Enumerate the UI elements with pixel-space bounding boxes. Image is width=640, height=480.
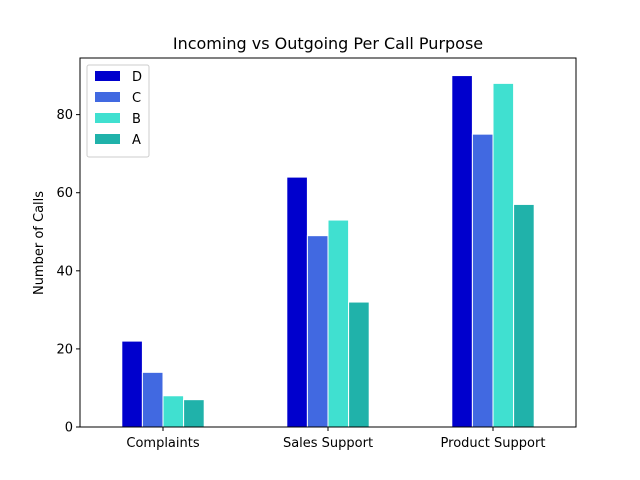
chart-title: Incoming vs Outgoing Per Call Purpose [173,34,483,53]
bar-A-1 [348,301,370,428]
y-tick-label: 40 [56,264,73,279]
y-tick-label: 20 [56,342,73,357]
bar-D-1 [286,176,308,428]
legend-swatch-C [95,92,120,102]
bar-B-2 [492,82,515,428]
bar-B-1 [327,219,350,428]
y-tick-label: 60 [56,186,73,201]
legend-label-D: D [132,70,142,85]
bar-A-0 [183,399,205,428]
bar-C-1 [306,235,329,428]
x-tick-label: Product Support [441,436,546,451]
legend-label-C: C [132,91,141,106]
x-tick-label: Complaints [126,436,199,451]
bar-C-2 [471,133,494,428]
bar-A-2 [513,203,535,428]
legend-swatch-B [95,113,120,123]
bar-D-2 [451,75,473,428]
x-tick-label: Sales Support [283,436,373,451]
y-tick-label: 0 [65,421,73,436]
plot-frame [79,57,577,428]
x-axis-ticks: Complaints Sales Support Product Support [126,427,545,451]
bar-C-0 [141,371,164,428]
legend-swatch-D [95,71,120,81]
legend-label-A: A [132,133,141,148]
bar-D-0 [121,340,143,428]
y-tick-label: 80 [56,108,73,123]
y-axis-label: Number of Calls [32,191,47,295]
y-axis-ticks: 0 20 40 60 80 [56,108,80,436]
bar-B-0 [162,395,185,428]
legend-label-B: B [132,112,141,127]
legend-swatch-A [95,134,120,144]
bars-group [121,75,535,428]
